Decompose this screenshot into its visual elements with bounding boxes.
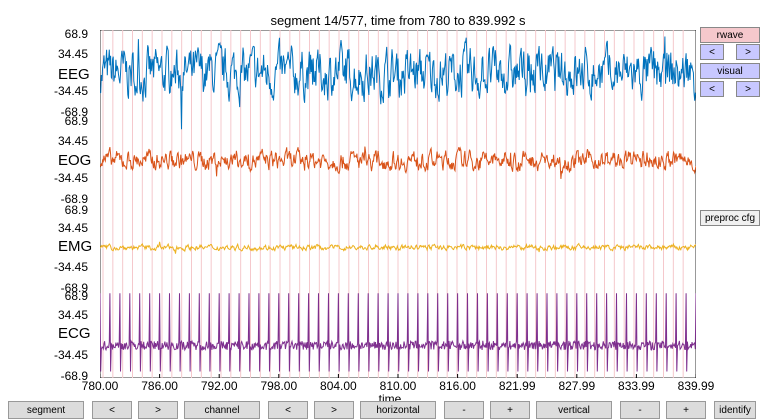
horizontal-plus-button[interactable]: + (490, 401, 530, 419)
visual-button[interactable]: visual (700, 63, 760, 79)
x-tick-label: 821.99 (498, 379, 536, 393)
signal-traces (100, 36, 696, 372)
visual-next-button[interactable]: > (736, 81, 760, 97)
segment-next-button[interactable]: > (138, 401, 178, 419)
rwave-button[interactable]: rwave (700, 27, 760, 43)
ytick-emg-hi: 34.45 (57, 221, 88, 235)
segment-button[interactable]: segment (8, 401, 84, 419)
ytick-emg-top: 68.9 (64, 203, 88, 217)
trace-ecg (100, 293, 696, 372)
x-tick-label: 827.99 (558, 379, 596, 393)
x-ticks (100, 374, 696, 378)
vertical-button[interactable]: vertical (536, 401, 612, 419)
ytick-eog-lo: -34.45 (53, 171, 88, 185)
preproc-cfg-button[interactable]: preproc cfg (700, 210, 760, 226)
x-tick-label: 780.00 (81, 379, 119, 393)
ytick-eeg-bot: -68.9 (60, 105, 88, 119)
ytick-ecg-bot: -68.9 (60, 369, 88, 383)
channel-label-eeg: EEG (58, 66, 90, 83)
plot-title: segment 14/577, time from 780 to 839.992… (270, 13, 526, 28)
ytick-eog-hi: 34.45 (57, 134, 88, 148)
identify-button[interactable]: identify (714, 401, 756, 419)
ytick-emg-bot: -68.9 (60, 281, 88, 295)
horizontal-minus-button[interactable]: - (444, 401, 484, 419)
x-tick-label: 816.00 (439, 379, 476, 393)
ytick-ecg-top: 68.9 (64, 289, 88, 303)
x-tick-label: 839.99 (677, 379, 715, 393)
channel-label-emg: EMG (58, 238, 93, 255)
trace-emg (100, 241, 696, 254)
ytick-emg-lo: -34.45 (53, 260, 88, 274)
ytick-eeg-lo: -34.45 (53, 84, 88, 98)
x-tick-label: 810.00 (379, 379, 417, 393)
vertical-minus-button[interactable]: - (620, 401, 660, 419)
x-tick-label: 804.00 (320, 379, 357, 393)
ytick-ecg-lo: -34.45 (53, 348, 88, 362)
rwave-next-button[interactable]: > (736, 44, 760, 60)
x-tick-label: 792.00 (200, 379, 238, 393)
signal-plot[interactable] (100, 30, 696, 378)
visual-prev-button[interactable]: < (700, 81, 724, 97)
x-tick-label: 833.99 (618, 379, 655, 393)
horizontal-button[interactable]: horizontal (360, 401, 436, 419)
segment-prev-button[interactable]: < (92, 401, 132, 419)
channel-prev-button[interactable]: < (268, 401, 308, 419)
channel-label-ecg: ECG (58, 325, 91, 342)
ytick-eeg-hi: 34.45 (57, 47, 88, 61)
channel-next-button[interactable]: > (314, 401, 354, 419)
trace-eeg (100, 36, 696, 130)
channel-label-eog: EOG (58, 152, 92, 169)
x-tick-label: 786.00 (141, 379, 178, 393)
ytick-eog-bot: -68.9 (60, 192, 88, 206)
x-tick-label: 798.00 (260, 379, 298, 393)
channel-button[interactable]: channel (184, 401, 260, 419)
trace-eog (100, 146, 696, 179)
vertical-plus-button[interactable]: + (666, 401, 706, 419)
ytick-eeg-top: 68.9 (64, 27, 88, 41)
rwave-prev-button[interactable]: < (700, 44, 724, 60)
ytick-eog-top: 68.9 (64, 114, 88, 128)
ytick-ecg-hi: 34.45 (57, 308, 88, 322)
